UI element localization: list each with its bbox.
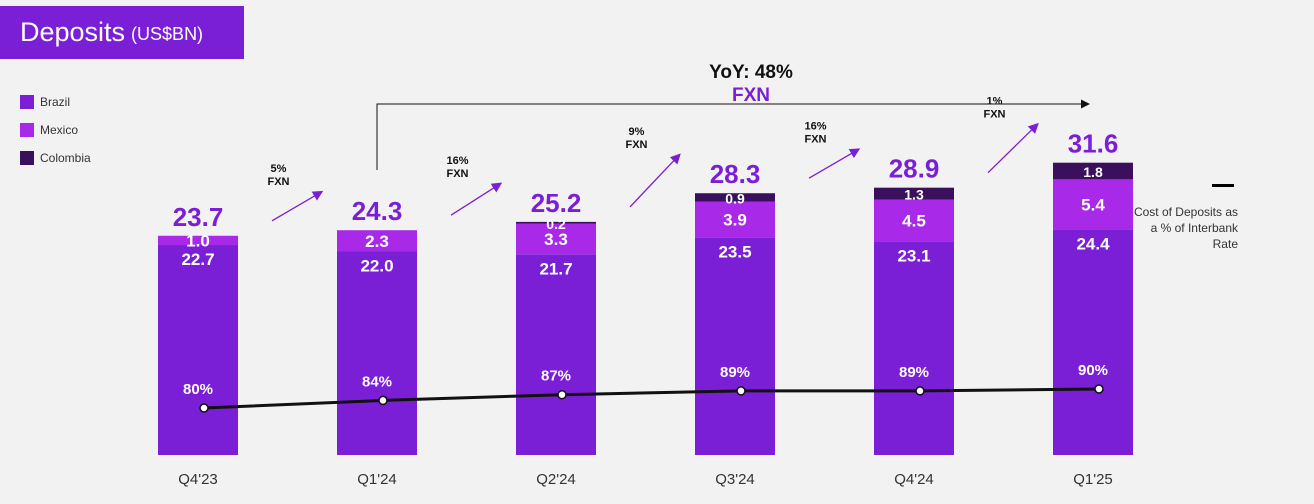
cost-label-3: 89%: [720, 364, 750, 381]
total-label-1: 24.3: [352, 196, 403, 226]
cost-point-5: [1094, 384, 1104, 394]
growth-arrow-0: [271, 190, 324, 222]
x-tick-5: Q1'25: [1073, 471, 1113, 488]
growth-pct-0: 5%: [271, 163, 287, 175]
label-colombia-5: 1.8: [1083, 164, 1103, 180]
bar-mexico-2: [516, 223, 596, 255]
legend-label-mexico: Mexico: [40, 123, 79, 137]
label-mexico-5: 5.4: [1081, 195, 1105, 214]
cost-point-0: [199, 403, 209, 413]
legend: Brazil Mexico Colombia: [20, 88, 91, 172]
growth-arrow-2: [629, 153, 681, 208]
bar-brazil-2: [516, 254, 596, 455]
growth-sub-1: FXN: [447, 168, 469, 180]
bar-colombia-3: [695, 193, 775, 202]
x-tick-3: Q3'24: [715, 471, 755, 488]
label-mexico-0: 1.0: [186, 231, 210, 250]
chart-title: Deposits: [20, 17, 126, 47]
chart-unit: (US$BN): [131, 24, 204, 44]
growth-sub-4: FXN: [984, 109, 1006, 121]
growth-arrow-4: [987, 122, 1039, 174]
growth-pct-4: 1%: [987, 96, 1003, 108]
label-brazil-4: 23.1: [897, 246, 930, 265]
bar-mexico-1: [337, 230, 417, 252]
bar-brazil-5: [1053, 229, 1133, 455]
total-label-2: 25.2: [531, 188, 582, 218]
label-brazil-3: 23.5: [718, 243, 751, 262]
rate-legend-line: [1212, 184, 1234, 187]
label-colombia-3: 0.9: [725, 190, 745, 206]
bar-colombia-4: [874, 187, 954, 200]
yoy-sub: FXN: [732, 85, 770, 106]
label-brazil-2: 21.7: [539, 259, 572, 278]
cost-point-4: [915, 386, 925, 396]
x-tick-1: Q1'24: [357, 471, 397, 488]
bar-mexico-5: [1053, 179, 1133, 230]
legend-item-mexico: Mexico: [20, 116, 91, 144]
label-brazil-5: 24.4: [1076, 234, 1110, 253]
x-tick-0: Q4'23: [178, 471, 218, 488]
title-banner: Deposits (US$BN): [0, 6, 244, 59]
growth-sub-2: FXN: [626, 139, 648, 151]
total-label-4: 28.9: [889, 154, 940, 184]
label-mexico-4: 4.5: [902, 212, 926, 231]
bar-brazil-3: [695, 237, 775, 455]
x-tick-4: Q4'24: [894, 471, 934, 488]
label-brazil-0: 22.7: [181, 250, 214, 269]
growth-sub-0: FXN: [268, 176, 290, 188]
legend-swatch-mexico: [20, 123, 34, 137]
total-label-0: 23.7: [173, 202, 224, 232]
bar-colombia-2: [516, 221, 596, 224]
cost-line: [203, 387, 1100, 410]
growth-arrow-1: [450, 182, 503, 216]
label-mexico-3: 3.9: [723, 211, 747, 230]
growth-pct-2: 9%: [629, 126, 645, 138]
cost-label-4: 89%: [899, 364, 929, 381]
bar-brazil-4: [874, 241, 954, 455]
rate-legend-label: Cost of Deposits as a % of Interbank Rat…: [1133, 205, 1238, 251]
growth-pct-3: 16%: [804, 121, 826, 133]
cost-label-2: 87%: [541, 368, 571, 385]
cost-point-2: [557, 389, 567, 400]
yoy-label: YoY: 48%: [709, 62, 793, 83]
bar-mexico-0: [158, 235, 238, 246]
label-colombia-4: 1.3: [904, 187, 924, 203]
yoy-bracket: [376, 99, 1090, 170]
cost-label-1: 84%: [362, 373, 392, 390]
bar-colombia-5: [1053, 162, 1133, 180]
legend-item-brazil: Brazil: [20, 88, 91, 116]
total-label-3: 28.3: [710, 159, 761, 189]
bar-mexico-3: [695, 201, 775, 238]
label-colombia-2: 0.2: [546, 216, 566, 232]
x-tick-2: Q2'24: [536, 471, 576, 488]
legend-label-brazil: Brazil: [40, 95, 71, 109]
growth-pct-1: 16%: [446, 155, 468, 167]
legend-label-colombia: Colombia: [40, 151, 91, 165]
label-mexico-1: 2.3: [365, 232, 389, 251]
legend-swatch-colombia: [20, 151, 34, 165]
cost-label-0: 80%: [183, 381, 213, 398]
growth-sub-3: FXN: [805, 134, 827, 146]
label-brazil-1: 22.0: [360, 257, 393, 276]
legend-item-colombia: Colombia: [20, 144, 91, 172]
growth-arrow-3: [808, 148, 861, 179]
total-label-5: 31.6: [1068, 129, 1119, 159]
bar-brazil-1: [337, 251, 417, 455]
legend-swatch-brazil: [20, 95, 34, 109]
label-mexico-2: 3.3: [544, 230, 568, 249]
cost-point-3: [736, 386, 746, 396]
cost-label-5: 90%: [1078, 362, 1108, 379]
bar-mexico-4: [874, 199, 954, 242]
cost-point-1: [378, 395, 388, 406]
bar-brazil-0: [158, 245, 238, 455]
